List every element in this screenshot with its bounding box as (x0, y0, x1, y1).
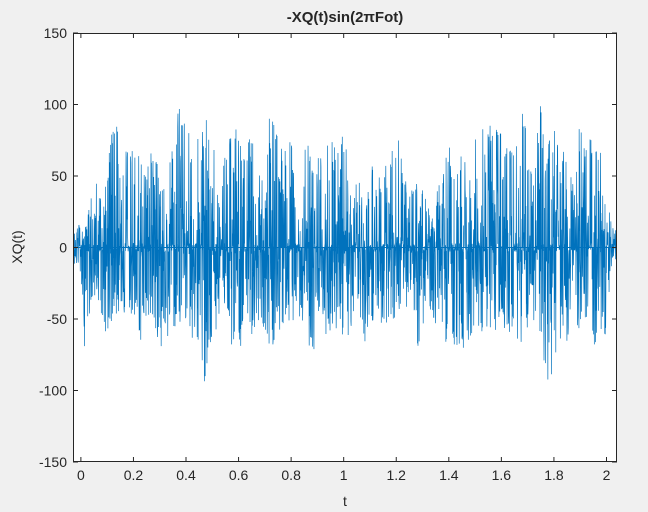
signal-line (73, 106, 617, 382)
y-tick-label: -100 (39, 383, 67, 399)
y-tick-label: 150 (44, 25, 68, 41)
y-tick-label: 0 (59, 240, 67, 256)
x-tick-label: 0.8 (281, 467, 301, 483)
y-tick-label: 50 (51, 168, 67, 184)
y-tick-label: 100 (44, 97, 68, 113)
plot-area (73, 106, 617, 382)
x-tick-label: 0.6 (229, 467, 249, 483)
x-tick-label: 1.4 (439, 467, 459, 483)
x-tick-label: 2 (603, 467, 611, 483)
x-tick-label: 0.4 (176, 467, 196, 483)
y-axis-label: XQ(t) (9, 230, 25, 263)
y-tick-label: -150 (39, 454, 67, 470)
y-axis-ticks: 150 100 50 0 -50 -100 -150 (39, 25, 617, 470)
x-tick-label: 1.8 (544, 467, 564, 483)
x-tick-label: 1 (340, 467, 348, 483)
x-tick-label: 1.6 (492, 467, 512, 483)
x-tick-label: 0.2 (124, 467, 144, 483)
chart-title: -XQ(t)sin(2πFot) (287, 9, 403, 26)
x-axis-label: t (343, 493, 347, 509)
x-axis-ticks: 0 0.2 0.4 0.6 0.8 1 1.2 1.4 1.6 1.8 2 (77, 33, 611, 483)
y-tick-label: -50 (47, 311, 67, 327)
x-tick-label: 0 (77, 467, 85, 483)
x-tick-label: 1.2 (387, 467, 407, 483)
